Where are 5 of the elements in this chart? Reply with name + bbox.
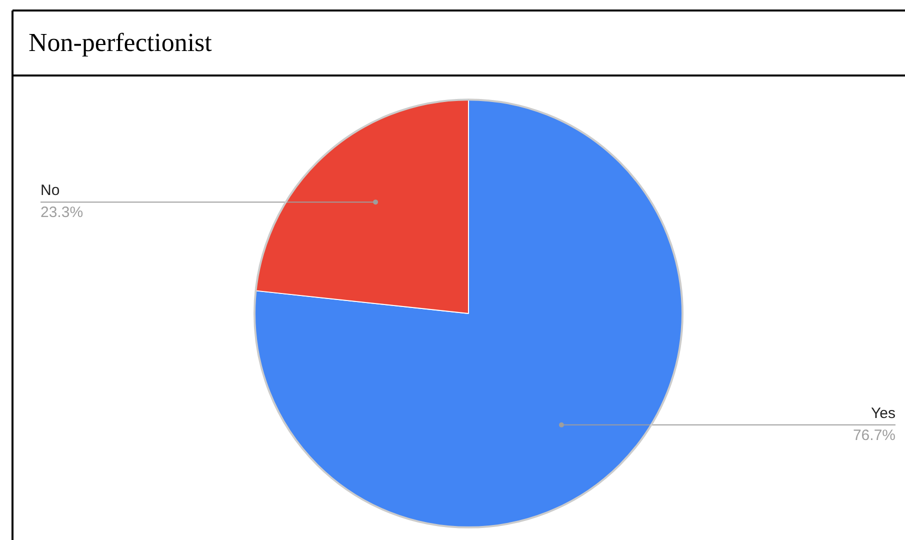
data-label: 23.3% (40, 204, 84, 222)
data-label: 76.7% (852, 426, 896, 444)
slice-label: No (40, 182, 60, 200)
chart-title: Non-perfectionist (28, 28, 213, 57)
slice-label: Yes (871, 404, 896, 422)
